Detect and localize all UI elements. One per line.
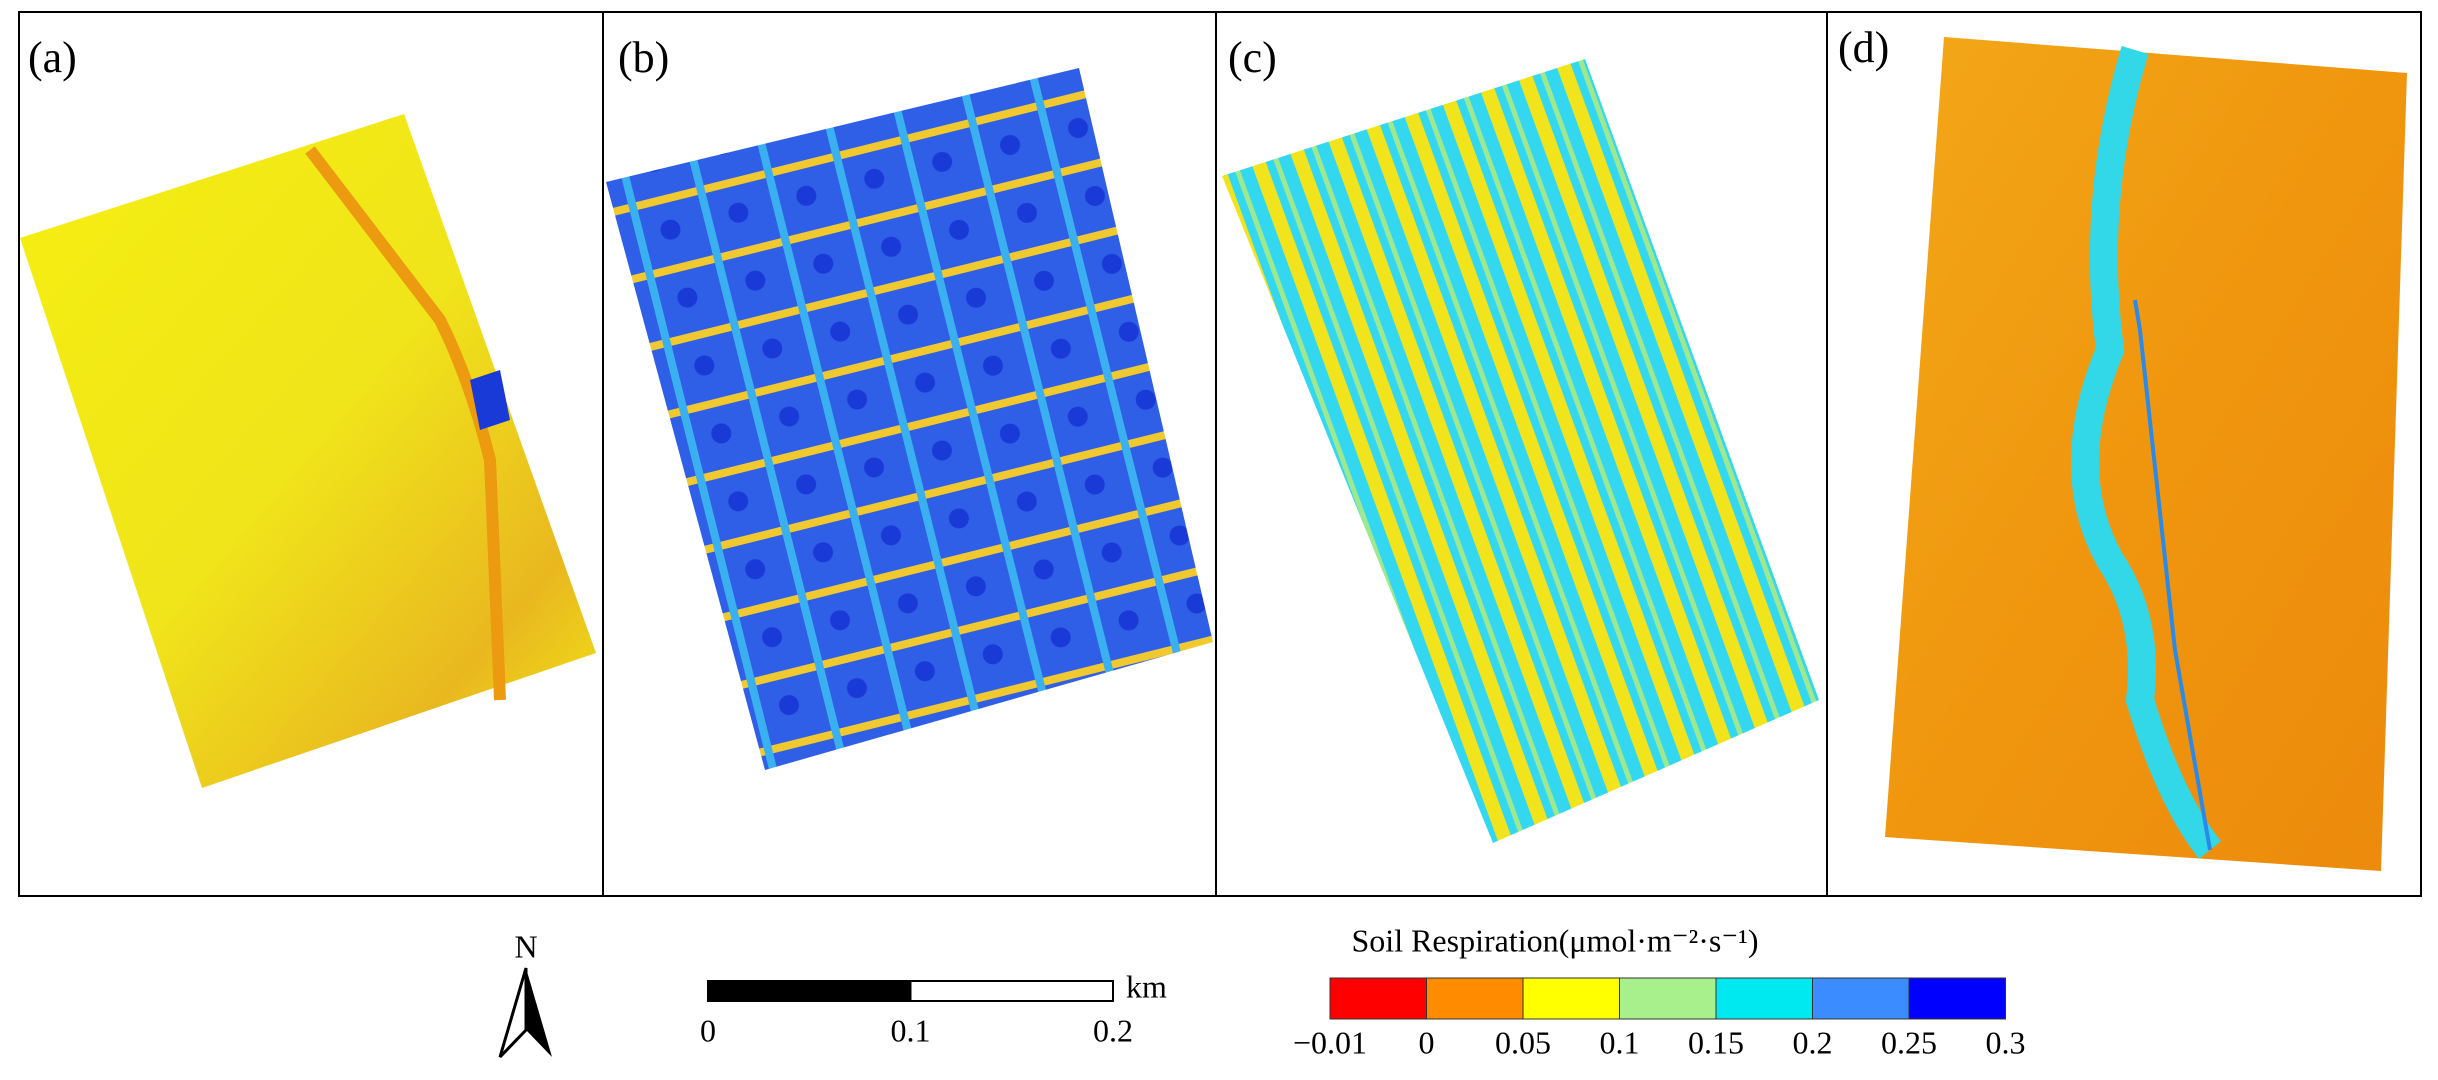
legend-tick-label: 0.15 [1688, 1024, 1744, 1060]
north-arrow [498, 967, 528, 1059]
legend-tick-label: 0.25 [1881, 1024, 1937, 1060]
north-arrow [526, 968, 552, 1057]
scale-unit: km [1126, 968, 1167, 1004]
map-road [305, 146, 506, 701]
map-d [1885, 37, 2407, 871]
panel-label: (a) [28, 33, 77, 82]
scale-segment [909, 980, 1114, 1002]
legend-swatch [1716, 978, 1813, 1019]
scale-label: 0.2 [1093, 1012, 1133, 1048]
legend-swatch [1812, 978, 1909, 1019]
legend-tick-label: 0 [1419, 1024, 1435, 1060]
scale-segment [707, 980, 912, 1002]
legend-tick-label: 0.2 [1793, 1024, 1833, 1060]
legend-swatch [1523, 978, 1620, 1019]
legend-swatch [1909, 978, 2006, 1019]
legend-tick-label: 0.05 [1495, 1024, 1551, 1060]
map-stream [2133, 299, 2212, 851]
panel-label: (c) [1228, 33, 1277, 82]
legend-swatch [1426, 978, 1523, 1019]
legend-swatch [1330, 978, 1427, 1019]
map-c [1222, 59, 1819, 843]
legend-tick-label: 0.3 [1986, 1024, 2026, 1060]
map-water [470, 370, 510, 430]
scale-label: 0.1 [891, 1012, 931, 1048]
map-stream [2071, 45, 2222, 859]
frame [18, 11, 2422, 897]
scale-label: 0 [700, 1012, 716, 1048]
legend-swatch [1619, 978, 1716, 1019]
panel-label: (b) [618, 33, 669, 82]
panel-label: (d) [1838, 23, 1889, 72]
north-label: N [514, 928, 537, 964]
map-a [20, 114, 596, 788]
legend-tick-label: 0.1 [1600, 1024, 1640, 1060]
legend-tick-label: −0.01 [1293, 1024, 1367, 1060]
map-b [606, 68, 1213, 770]
legend-title: Soil Respiration(μmol·m⁻²·s⁻¹) [1352, 922, 1759, 958]
